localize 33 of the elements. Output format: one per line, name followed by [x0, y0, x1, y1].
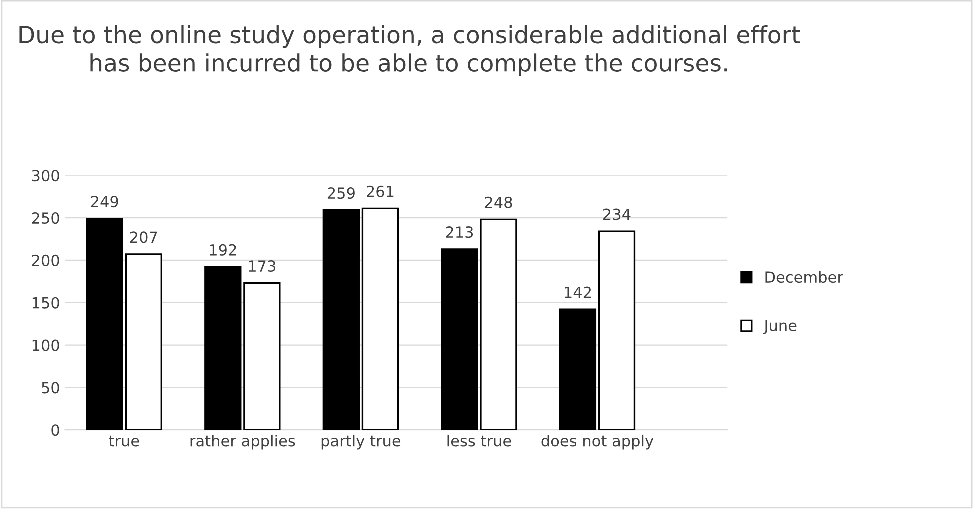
chart-title: Due to the online study operation, a considerable additional effort has been incurred to be able to complete the courses.	[20, 25, 800, 77]
bar	[125, 254, 162, 430]
bar	[86, 218, 124, 430]
x-tick-label: partly true	[322, 434, 401, 450]
data-label: 192	[210, 244, 236, 256]
y-tick-label: 100	[32, 340, 60, 352]
data-label: 248	[485, 196, 512, 208]
y-tick-label: 200	[32, 254, 60, 266]
data-label: 249	[91, 196, 118, 208]
data-label: 142	[565, 286, 592, 298]
y-tick-label: 250	[32, 212, 60, 224]
x-tick-label: true	[109, 436, 140, 447]
legend-label: June	[763, 320, 797, 334]
data-label: 207	[130, 232, 158, 244]
x-tick-label: rather applies	[190, 434, 296, 450]
data-label: 234	[604, 208, 631, 220]
data-label: 173	[249, 260, 276, 272]
y-tick-label: 50	[42, 382, 60, 394]
y-tick-label: 150	[32, 297, 60, 309]
y-tick-label: 300	[32, 170, 60, 182]
bar	[559, 308, 597, 430]
bar	[362, 208, 400, 430]
data-label: 213	[446, 226, 474, 238]
data-label: 261	[366, 186, 394, 198]
x-tick-label: does not apply	[542, 434, 654, 450]
bar	[204, 266, 242, 430]
bar	[598, 230, 636, 430]
x-tick-label: less true	[448, 434, 512, 447]
legend-label: December	[766, 271, 844, 284]
bar	[322, 210, 360, 430]
y-tick-label: 0	[52, 424, 60, 436]
bar	[244, 282, 281, 430]
data-label: 259	[328, 188, 355, 200]
